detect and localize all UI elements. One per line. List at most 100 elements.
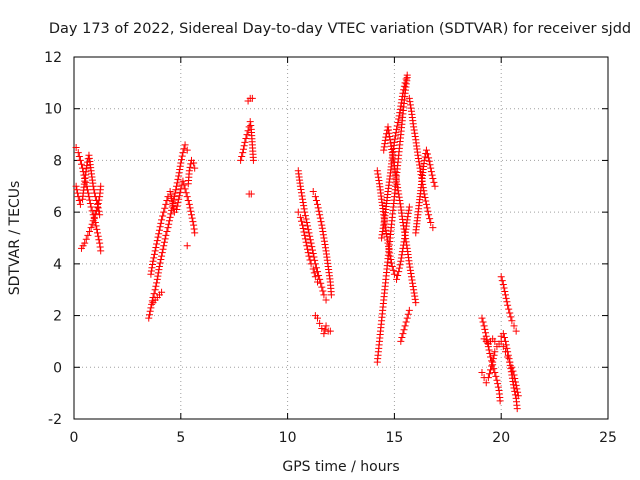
data-point <box>247 190 255 198</box>
data-point <box>431 182 439 190</box>
data-point <box>497 273 505 281</box>
chart-title: Day 173 of 2022, Sidereal Day-to-day VTE… <box>49 21 631 37</box>
data-point <box>155 266 163 274</box>
data-point <box>309 187 317 195</box>
data-point <box>430 178 438 186</box>
data-point <box>85 228 93 236</box>
data-point <box>177 159 185 167</box>
data-point <box>416 164 424 172</box>
data-point <box>399 222 407 230</box>
data-point <box>300 205 308 213</box>
data-point <box>301 208 309 216</box>
data-point <box>154 272 162 280</box>
data-point <box>311 273 319 281</box>
data-point <box>395 190 403 198</box>
data-point <box>494 380 502 388</box>
data-point <box>374 173 382 181</box>
data-point <box>505 355 513 363</box>
data-point <box>304 222 312 230</box>
data-point <box>404 310 412 318</box>
data-point <box>480 322 488 330</box>
data-point <box>384 239 392 247</box>
data-point <box>170 205 178 213</box>
data-point <box>182 189 190 197</box>
data-point <box>380 146 388 154</box>
data-point <box>167 210 175 218</box>
data-point <box>76 156 84 164</box>
data-point <box>319 287 327 295</box>
data-point <box>382 133 390 141</box>
data-point <box>83 162 91 170</box>
data-point <box>248 94 256 102</box>
data-point <box>399 89 407 97</box>
data-point <box>312 197 320 205</box>
data-point <box>506 358 514 366</box>
data-point <box>411 133 419 141</box>
data-point <box>503 344 511 352</box>
data-point <box>175 169 183 177</box>
data-point <box>306 236 314 244</box>
data-point <box>86 200 94 208</box>
data-point <box>479 318 487 326</box>
data-point <box>191 164 199 172</box>
data-point <box>385 242 393 250</box>
data-point <box>75 197 83 205</box>
data-point <box>238 153 246 161</box>
data-point <box>165 217 173 225</box>
data-point <box>299 198 307 206</box>
data-point <box>422 146 430 154</box>
grid-lines <box>74 57 608 419</box>
data-point <box>163 197 171 205</box>
data-point <box>148 297 156 305</box>
data-point <box>243 131 251 139</box>
data-point <box>304 245 312 253</box>
data-point <box>373 167 381 175</box>
data-point <box>178 156 186 164</box>
data-point <box>239 149 247 157</box>
data-point <box>386 252 394 260</box>
data-point <box>97 182 105 190</box>
data-point <box>407 270 415 278</box>
data-point <box>172 186 180 194</box>
data-marks <box>72 71 522 413</box>
data-point <box>190 221 198 229</box>
data-point <box>393 122 401 130</box>
data-point <box>381 140 389 148</box>
data-point <box>509 381 517 389</box>
data-point <box>296 182 304 190</box>
data-point <box>386 133 394 141</box>
data-point <box>147 270 155 278</box>
data-point <box>176 188 184 196</box>
data-point <box>395 112 403 120</box>
data-point <box>506 309 514 317</box>
data-point <box>505 305 513 313</box>
data-point <box>403 71 411 79</box>
data-point <box>427 218 435 226</box>
data-point <box>378 231 386 239</box>
data-point <box>91 210 99 218</box>
data-point <box>378 234 386 242</box>
y-tick-label: -2 <box>48 412 62 428</box>
data-point <box>318 224 326 232</box>
data-point <box>150 250 158 258</box>
data-point <box>301 212 309 220</box>
data-point <box>316 211 324 219</box>
data-point <box>408 276 416 284</box>
data-point <box>414 151 422 159</box>
data-point <box>82 178 90 186</box>
data-point <box>167 191 175 199</box>
data-point <box>178 152 186 160</box>
data-point <box>171 189 179 197</box>
data-point <box>92 206 100 214</box>
data-point <box>154 269 162 277</box>
data-point <box>487 353 495 361</box>
data-point <box>428 171 436 179</box>
data-point <box>302 215 310 223</box>
data-point <box>299 195 307 203</box>
data-point <box>94 200 102 208</box>
data-point <box>150 254 158 262</box>
data-point <box>327 291 335 299</box>
x-tick-label: 10 <box>279 430 297 446</box>
data-point <box>511 387 519 395</box>
data-point <box>180 181 188 189</box>
